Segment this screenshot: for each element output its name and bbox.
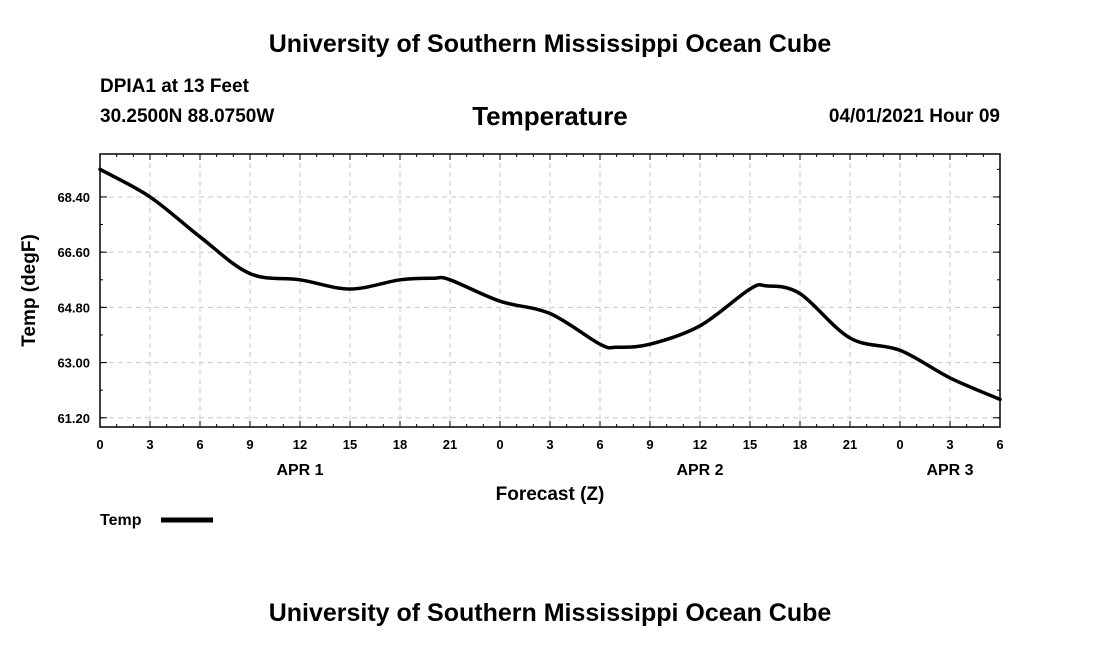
x-axis-label: Forecast (Z) bbox=[496, 484, 605, 505]
y-tick-label: 61.20 bbox=[57, 411, 90, 426]
date-label: APR 2 bbox=[676, 462, 723, 479]
footer-title: University of Southern Mississippi Ocean… bbox=[268, 599, 832, 627]
x-tick-label: 9 bbox=[646, 437, 653, 452]
series-line-temp bbox=[98, 167, 1002, 402]
x-tick-label: 6 bbox=[196, 437, 203, 452]
y-axis-label: Temp (degF) bbox=[19, 234, 40, 347]
header-title: University of Southern Mississippi Ocean… bbox=[268, 30, 832, 58]
x-tick-label: 0 bbox=[896, 437, 903, 452]
legend-label: Temp bbox=[100, 512, 142, 529]
y-tick-label: 66.60 bbox=[57, 245, 90, 260]
x-tick-label: 18 bbox=[793, 437, 807, 452]
timestamp-label: 04/01/2021 Hour 09 bbox=[828, 106, 1000, 127]
date-label: APR 1 bbox=[276, 462, 323, 479]
x-tick-label: 9 bbox=[246, 437, 253, 452]
station-label: DPIA1 at 13 Feet bbox=[100, 76, 249, 97]
x-tick-label: 12 bbox=[693, 437, 707, 452]
x-tick-label: 6 bbox=[996, 437, 1003, 452]
x-tick-label: 12 bbox=[293, 437, 307, 452]
x-tick-label: 3 bbox=[946, 437, 953, 452]
x-tick-label: 0 bbox=[496, 437, 503, 452]
x-tick-label: 3 bbox=[146, 437, 153, 452]
y-tick-label: 64.80 bbox=[57, 300, 90, 315]
x-tick-label: 18 bbox=[393, 437, 407, 452]
x-tick-label: 0 bbox=[96, 437, 103, 452]
x-tick-label: 6 bbox=[596, 437, 603, 452]
x-tick-label: 15 bbox=[743, 437, 757, 452]
x-tick-label: 15 bbox=[343, 437, 357, 452]
x-tick-label: 3 bbox=[546, 437, 553, 452]
chart-title: Temperature bbox=[472, 101, 628, 131]
y-tick-label: 68.40 bbox=[57, 190, 90, 205]
coordinates-label: 30.2500N 88.0750W bbox=[100, 106, 275, 127]
y-tick-label: 63.00 bbox=[57, 356, 90, 371]
x-tick-label: 21 bbox=[843, 437, 857, 452]
x-tick-label: 21 bbox=[443, 437, 457, 452]
date-label: APR 3 bbox=[926, 462, 973, 479]
